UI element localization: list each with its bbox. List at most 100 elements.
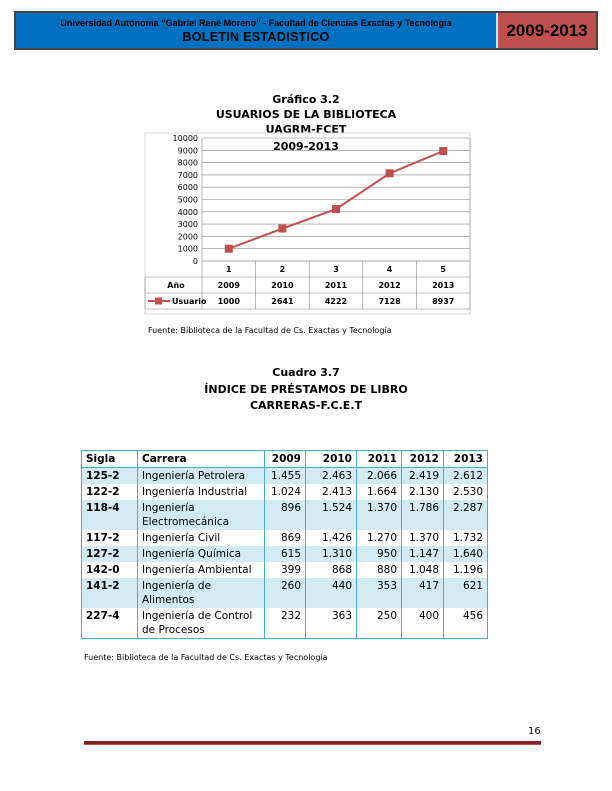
cell-value: 2.463 xyxy=(305,467,357,484)
table-label: Cuadro 3.7 xyxy=(272,366,340,379)
cell-carrera: Ingeniería Química xyxy=(137,546,265,562)
table-row: 117-2 Ingeniería Civil 869 1.426 1.270 1.370 1… xyxy=(81,530,488,546)
cell-sigla: 127-2 xyxy=(81,546,138,562)
y-tick-label: 3000 xyxy=(178,220,198,229)
cell-carrera: Ingeniería Petrolera xyxy=(137,467,265,484)
cell-value: 1.370 xyxy=(356,500,402,530)
cell-carrera: Ingeniería Civil xyxy=(137,530,265,546)
table-row: 122-2 Ingeniería Industrial 1.024 2.413 1.66… xyxy=(81,484,488,500)
cell-carrera: Ingeniería Electromecánica xyxy=(137,500,265,530)
header-2010: 2010 xyxy=(305,450,357,468)
cell-value: 1.147 xyxy=(401,546,444,562)
data-point xyxy=(278,224,287,233)
footer-rule xyxy=(84,741,541,745)
x-tick-label: 2 xyxy=(280,265,286,274)
cell-value: 1.455 xyxy=(264,467,306,484)
cell-value: 615 xyxy=(264,546,306,562)
cell-value: 1.024 xyxy=(264,484,306,500)
data-table-value: 8937 xyxy=(432,297,454,306)
x-tick-label: 5 xyxy=(440,265,446,274)
cell-sigla: 141-2 xyxy=(81,578,138,608)
cell-value: 1.370 xyxy=(401,530,444,546)
x-tick-label: 3 xyxy=(333,265,339,274)
data-table-value: 4222 xyxy=(325,297,347,306)
data-table-year: 2013 xyxy=(432,281,454,290)
cell-value: 232 xyxy=(264,608,306,639)
header-2009: 2009 xyxy=(264,450,306,468)
cell-value: 1.270 xyxy=(356,530,402,546)
cell-value: 250 xyxy=(356,608,402,639)
y-tick-label: 1000 xyxy=(178,245,198,254)
cell-value: 260 xyxy=(264,578,306,608)
cell-value: 2.130 xyxy=(401,484,444,500)
cell-value: 353 xyxy=(356,578,402,608)
cell-value: 1.310 xyxy=(305,546,357,562)
cell-carrera: Ingeniería Industrial xyxy=(137,484,265,500)
line-chart: 0 1000 2000 3000 4000 5000 6000 7000 8000 9000 100… xyxy=(144,132,471,315)
header-2012: 2012 xyxy=(401,450,444,468)
cell-carrera: Ingeniería de Control de Procesos xyxy=(137,608,265,639)
y-tick-label: 7000 xyxy=(178,171,198,180)
cell-sigla: 117-2 xyxy=(81,530,138,546)
data-point xyxy=(332,205,340,214)
table-row: 227-4 Ingeniería de Control de Procesos 23… xyxy=(81,608,488,639)
cell-value: 896 xyxy=(264,500,306,530)
page-number: 16 xyxy=(528,726,541,737)
header-banner: Universidad Autónoma “Gabriel René Moren… xyxy=(16,13,498,48)
cell-value: 1.664 xyxy=(356,484,402,500)
y-tick-label: 4000 xyxy=(178,208,198,217)
cell-value: 1.640 xyxy=(443,546,488,562)
bulletin-title: BOLETIN ESTADISTICO xyxy=(182,30,330,44)
cell-sigla: 125-2 xyxy=(81,467,138,484)
y-tick-label: 10000 xyxy=(173,134,198,143)
y-tick-label: 8000 xyxy=(178,159,198,168)
data-table-year: 2010 xyxy=(271,281,294,290)
data-table-year: 2012 xyxy=(378,281,400,290)
table-row: 127-2 Ingeniería Química 615 1.310 950 1.147 1… xyxy=(81,546,488,562)
data-table-value: 7128 xyxy=(378,297,401,306)
table-row: 142-0 Ingeniería Ambiental 399 868 880 1.048 1… xyxy=(81,562,488,578)
chart-label: Gráfico 3.2 xyxy=(272,93,340,106)
page-header: Universidad Autónoma “Gabriel René Moren… xyxy=(14,11,598,50)
table-row: 125-2 Ingeniería Petrolera 1.455 2.463 2.066… xyxy=(81,467,488,484)
legend-marker xyxy=(155,297,162,305)
cell-value: 417 xyxy=(401,578,444,608)
y-tick-label: 0 xyxy=(193,257,198,266)
cell-sigla: 227-4 xyxy=(81,608,138,639)
table-row: 118-4 Ingeniería Electromecánica 896 1.524 1… xyxy=(81,500,488,530)
cell-value: 621 xyxy=(443,578,488,608)
chart-title: USUARIOS DE LA BIBLIOTECA xyxy=(215,108,397,121)
series-line xyxy=(228,150,444,250)
cell-value: 1.196 xyxy=(443,562,488,578)
chart-period: 2009-2013 xyxy=(273,140,339,153)
data-table-row-label: Año xyxy=(167,281,185,290)
table-header-row: Sigla Carrera 2009 2010 2011 2012 2013 xyxy=(81,450,488,468)
cell-value: 2.287 xyxy=(443,500,488,530)
data-table-year: 2009 xyxy=(218,281,241,290)
header-2013: 2013 xyxy=(443,450,488,468)
cell-carrera: Ingeniería Ambiental xyxy=(137,562,265,578)
legend-label: Usuario xyxy=(172,297,207,306)
cell-value: 363 xyxy=(305,608,357,639)
y-tick-label: 9000 xyxy=(178,146,198,155)
y-tick-label: 6000 xyxy=(178,183,198,192)
cell-sigla: 122-2 xyxy=(81,484,138,500)
loans-table: Sigla Carrera 2009 2010 2011 2012 2013 1… xyxy=(81,450,488,639)
cell-value: 950 xyxy=(356,546,402,562)
data-point xyxy=(439,147,448,156)
cell-value: 2.066 xyxy=(356,467,402,484)
header-2011: 2011 xyxy=(356,450,402,468)
data-table-value: 1000 xyxy=(218,297,241,306)
cell-value: 1.732 xyxy=(443,530,488,546)
header-period: 2009-2013 xyxy=(498,13,596,48)
header-sigla: Sigla xyxy=(81,450,138,468)
cell-value: 2.530 xyxy=(443,484,488,500)
table-title: ÍNDICE DE PRÉSTAMOS DE LIBRO xyxy=(204,383,408,396)
data-table-year: 2011 xyxy=(325,281,348,290)
cell-carrera: Ingeniería de Alimentos xyxy=(137,578,265,608)
data-point xyxy=(224,244,233,253)
cell-value: 1.426 xyxy=(305,530,357,546)
table-subtitle: CARRERAS-F.C.E.T xyxy=(249,399,363,412)
cell-value: 1.786 xyxy=(401,500,444,530)
